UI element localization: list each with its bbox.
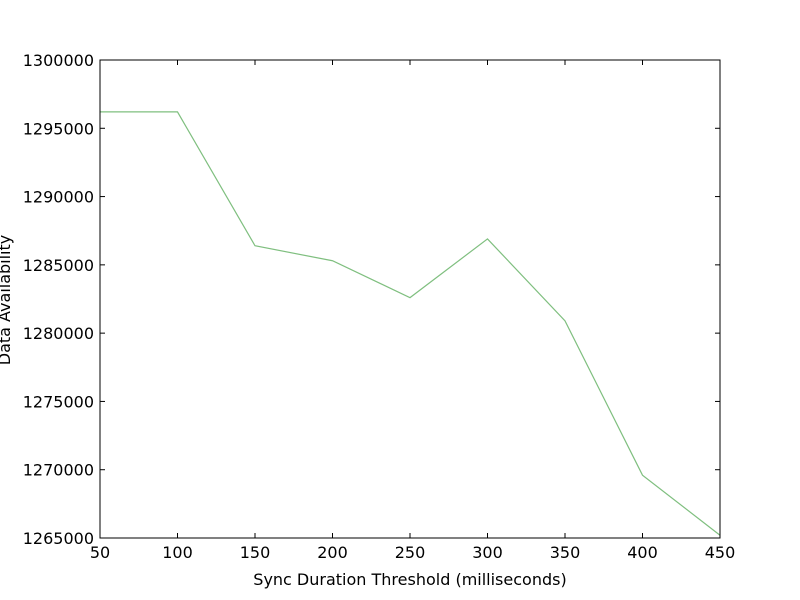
y-tick-label: 1275000 [23, 392, 94, 411]
y-tick-label: 1300000 [23, 51, 94, 70]
tick-labels: 50 100 150 200 250 300 350 400 450 1265000 1270000… [23, 51, 736, 562]
plot-frame [99, 59, 721, 539]
y-tick-label: 1290000 [23, 188, 94, 207]
axis-ticks [99, 59, 721, 539]
series-line [100, 111, 721, 536]
x-tick-label: 150 [240, 543, 271, 562]
x-tick-label: 450 [705, 543, 736, 562]
x-tick-label: 100 [162, 543, 193, 562]
x-tick-label: 50 [90, 543, 110, 562]
y-tick-label: 1285000 [23, 256, 94, 275]
x-tick-label: 250 [395, 543, 426, 562]
series-layer [100, 111, 721, 536]
x-tick-label: 300 [472, 543, 503, 562]
x-tick-label: 400 [627, 543, 658, 562]
x-axis-label: Sync Duration Threshold (milliseconds) [253, 570, 566, 589]
y-tick-label: 1295000 [23, 119, 94, 138]
y-tick-label: 1265000 [23, 529, 94, 548]
y-tick-label: 1280000 [23, 324, 94, 343]
x-tick-label: 350 [550, 543, 581, 562]
y-tick-label: 1270000 [23, 461, 94, 480]
y-axis-label: Data Availability [0, 235, 14, 366]
x-tick-label: 200 [317, 543, 348, 562]
